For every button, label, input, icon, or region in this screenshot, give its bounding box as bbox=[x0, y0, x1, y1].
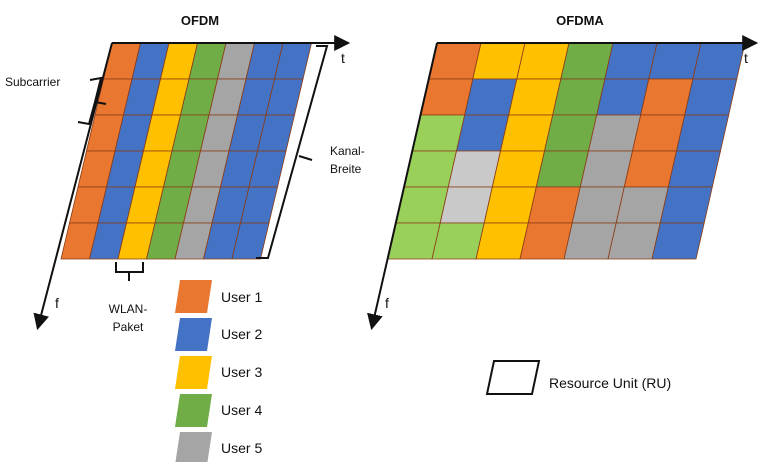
legend-swatch-user-5 bbox=[175, 432, 212, 465]
ofdma-cell-r4-c6 bbox=[623, 150, 678, 188]
resource-unit-label: Resource Unit (RU) bbox=[549, 375, 671, 391]
ofdma-cell-r1-c5 bbox=[604, 42, 658, 80]
ofdm-frequency-axis bbox=[33, 42, 113, 331]
ofdma-cell-r6-c4 bbox=[519, 222, 573, 260]
legend-label-user-5: User 5 bbox=[221, 440, 262, 456]
ofdma-cell-r1-c4 bbox=[560, 42, 614, 80]
ofdma-cell-r3-c2 bbox=[455, 114, 510, 152]
ofdm-frequency-label: f bbox=[55, 295, 59, 311]
ofdm-grid bbox=[60, 42, 313, 260]
ofdma-cell-r4-c7 bbox=[667, 150, 722, 188]
ofdma-cell-r6-c1 bbox=[387, 222, 441, 260]
ofdma-cell-r1-c7 bbox=[692, 42, 746, 80]
ofdma-cell-r3-c4 bbox=[543, 114, 598, 152]
ofdma-frequency-label: f bbox=[385, 295, 389, 311]
ofdma-cell-r4-c2 bbox=[447, 150, 502, 188]
legend-label-user-2: User 2 bbox=[221, 326, 262, 342]
ofdma-cell-r1-c2 bbox=[472, 42, 526, 80]
legend-swatches bbox=[175, 280, 212, 465]
ofdma-cell-r5-c1 bbox=[395, 186, 449, 224]
subcarrier-brace bbox=[77, 76, 107, 126]
ofdma-title: OFDMA bbox=[556, 13, 604, 28]
legend: User 1 User 2 User 3 User 4 User 5 Resou… bbox=[175, 280, 671, 465]
ofdma-cell-r5-c7 bbox=[659, 186, 713, 224]
ofdma-cell-r6-c3 bbox=[475, 222, 529, 260]
channel-width-brace bbox=[256, 45, 329, 259]
ofdma-cell-r5-c3 bbox=[483, 186, 537, 224]
ofdma-cell-r3-c5 bbox=[587, 114, 642, 152]
legend-swatch-user-3 bbox=[175, 356, 212, 389]
ofdma-cell-r2-c5 bbox=[596, 78, 650, 116]
channel-width-label-line2: Breite bbox=[330, 162, 362, 176]
ofdma-cell-r2-c7 bbox=[684, 78, 738, 116]
legend-swatch-user-1 bbox=[175, 280, 212, 313]
ofdma-cell-r2-c3 bbox=[508, 78, 562, 116]
ofdma-cell-r6-c6 bbox=[607, 222, 661, 260]
wlan-packet-label-line1: WLAN- bbox=[109, 302, 148, 316]
ofdm-title: OFDM bbox=[181, 13, 219, 28]
subcarrier-label: Subcarrier bbox=[5, 75, 60, 89]
ofdma-cell-r4-c4 bbox=[535, 150, 590, 188]
ofdma-cell-r5-c4 bbox=[527, 186, 581, 224]
ofdma-frequency-axis bbox=[367, 42, 438, 331]
wlan-packet-brace bbox=[115, 262, 144, 281]
ofdma-cell-r2-c4 bbox=[552, 78, 606, 116]
ofdma-cell-r5-c5 bbox=[571, 186, 625, 224]
legend-label-user-1: User 1 bbox=[221, 289, 262, 305]
ofdma-panel: OFDMA t f bbox=[367, 13, 759, 331]
legend-swatch-user-2 bbox=[175, 318, 212, 351]
ofdma-cell-r2-c6 bbox=[640, 78, 694, 116]
ofdma-cell-r3-c3 bbox=[499, 114, 554, 152]
ofdma-cell-r3-c7 bbox=[675, 114, 730, 152]
ofdma-cell-r5-c2 bbox=[439, 186, 493, 224]
ofdma-time-label: t bbox=[744, 50, 748, 66]
ofdma-cell-r5-c6 bbox=[615, 186, 669, 224]
ofdma-grid bbox=[387, 42, 746, 260]
legend-label-user-3: User 3 bbox=[221, 364, 262, 380]
ofdma-cell-r1-c6 bbox=[648, 42, 702, 80]
ofdma-cell-r3-c6 bbox=[631, 114, 686, 152]
ofdm-time-label: t bbox=[341, 50, 345, 66]
ofdma-cell-r6-c5 bbox=[563, 222, 617, 260]
ofdma-cell-r3-c1 bbox=[411, 114, 466, 152]
ofdma-cell-r2-c2 bbox=[464, 78, 518, 116]
ofdm-panel: OFDM t f Subcarrier WLAN- Paket Kanal- B… bbox=[5, 13, 365, 334]
ofdma-cell-r6-c2 bbox=[431, 222, 485, 260]
ofdma-cell-r4-c5 bbox=[579, 150, 634, 188]
ofdma-cell-r4-c1 bbox=[403, 150, 458, 188]
resource-unit-swatch bbox=[485, 360, 541, 395]
channel-width-brace-tip bbox=[298, 155, 313, 161]
channel-width-label-line1: Kanal- bbox=[330, 144, 365, 158]
ofdma-cell-r1-c3 bbox=[516, 42, 570, 80]
legend-label-user-4: User 4 bbox=[221, 402, 262, 418]
ofdma-cell-r4-c3 bbox=[491, 150, 546, 188]
wlan-packet-label-line2: Paket bbox=[113, 320, 144, 334]
legend-swatch-user-4 bbox=[175, 394, 212, 427]
ofdma-cell-r6-c7 bbox=[651, 222, 705, 260]
